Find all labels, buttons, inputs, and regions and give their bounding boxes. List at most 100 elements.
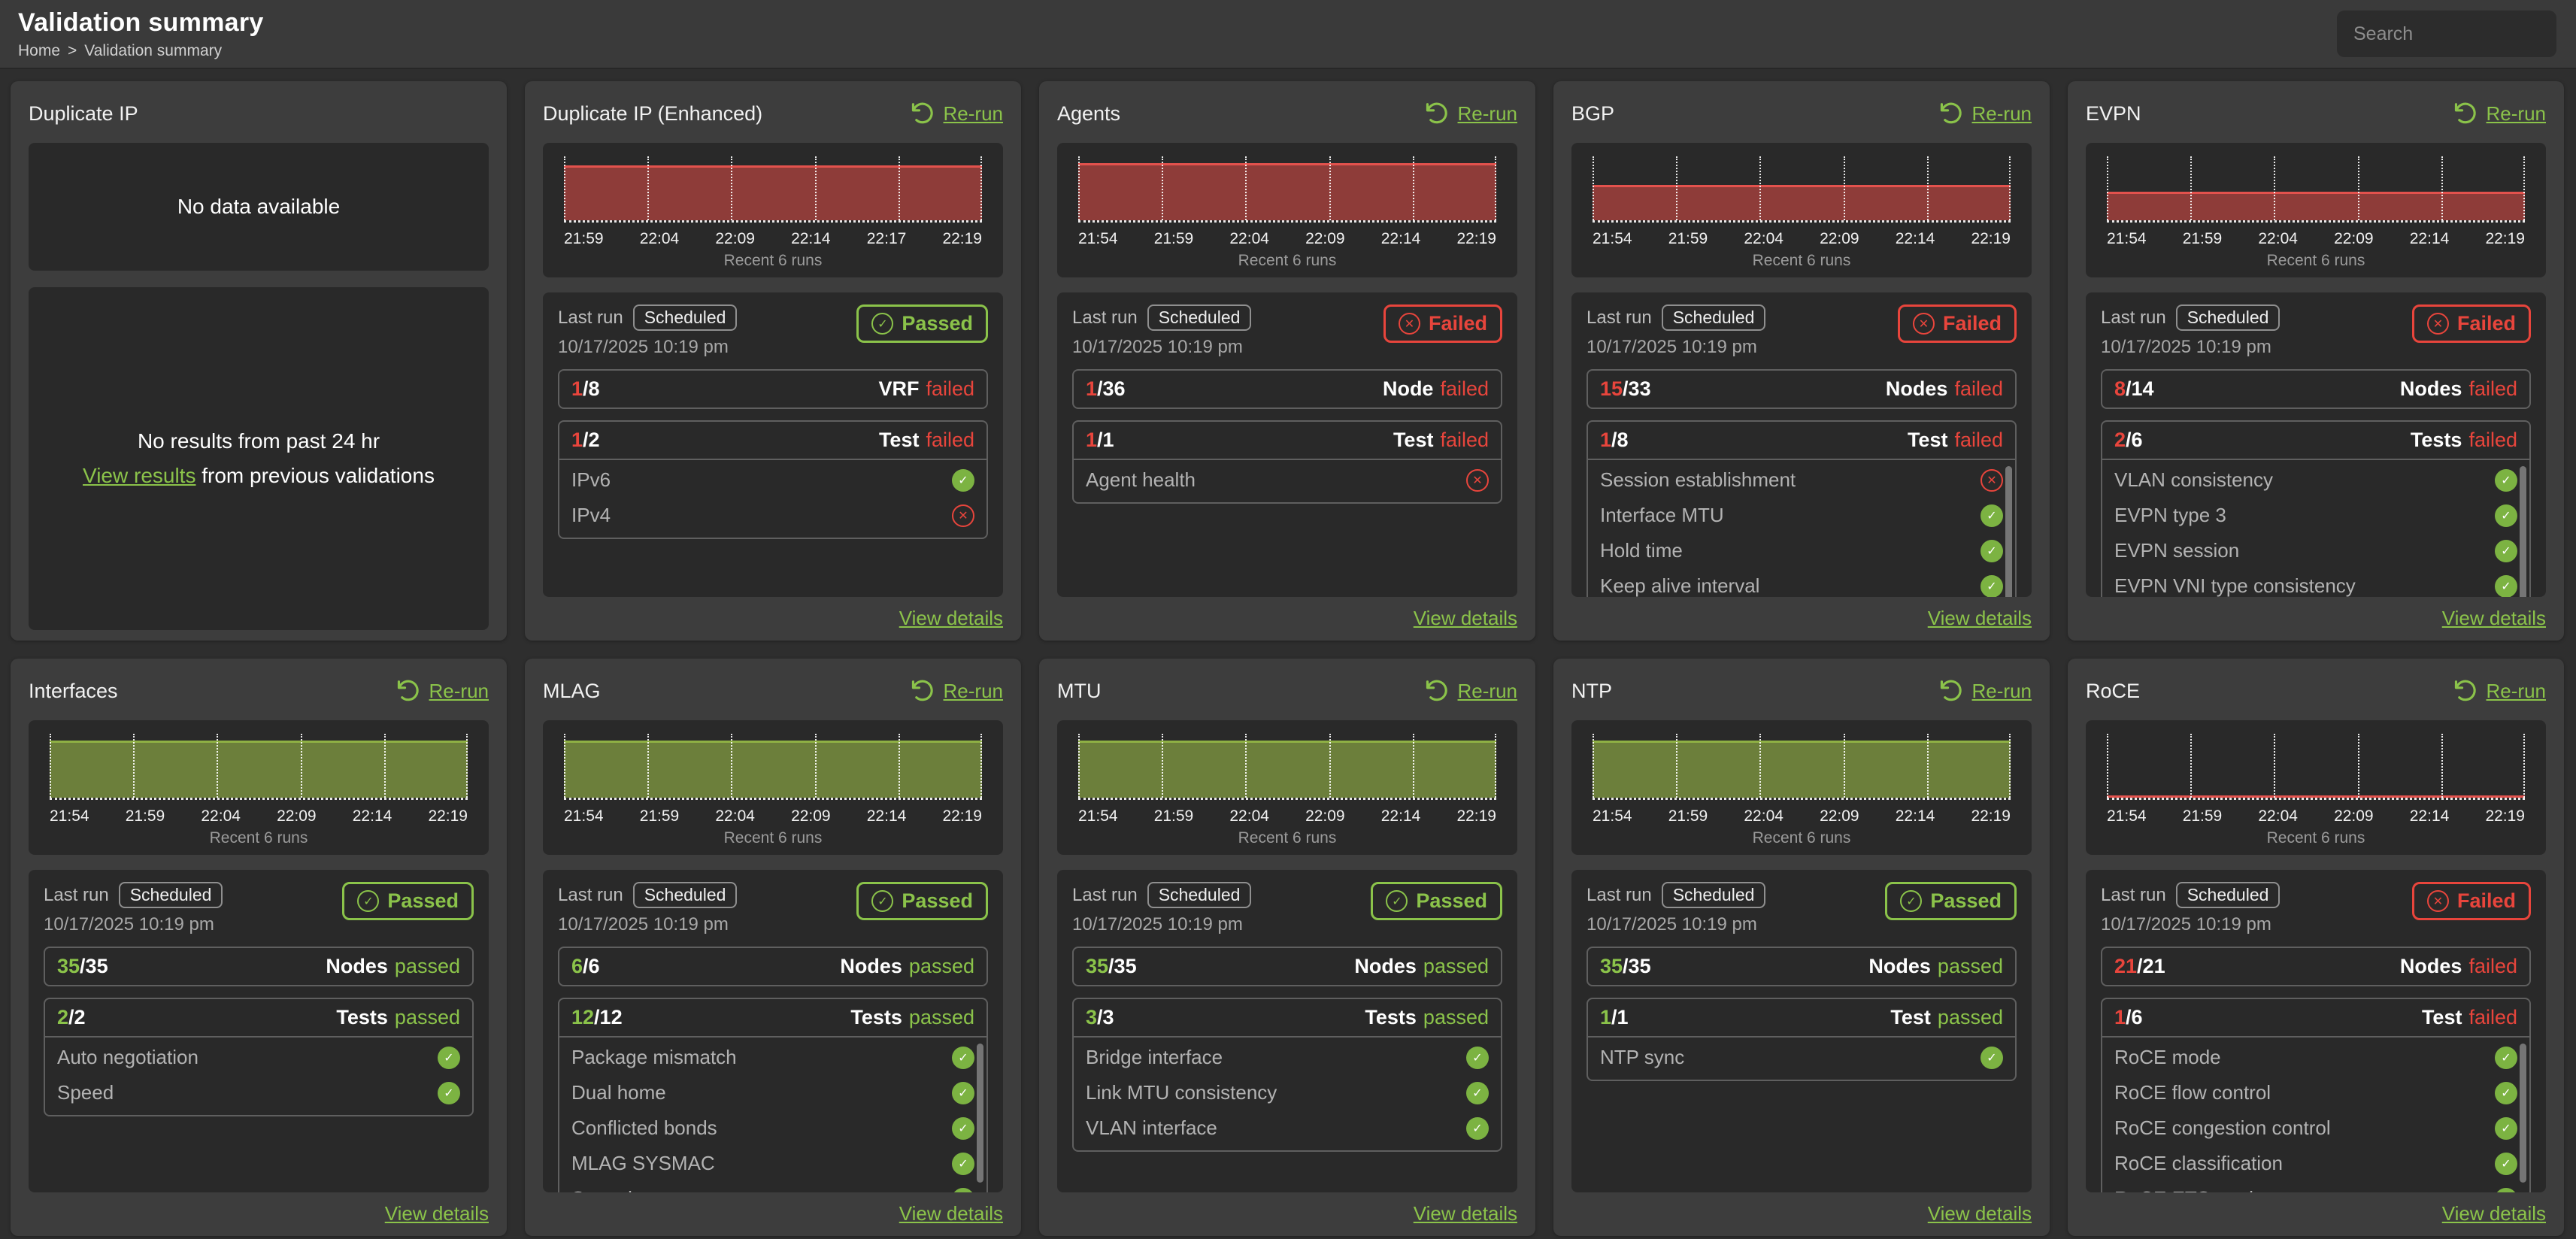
test-name: IPv6 bbox=[571, 468, 611, 492]
test-row: EVPN session bbox=[2114, 533, 2517, 568]
x-axis-ticks: 21:54 21:59 22:04 22:09 22:14 22:19 bbox=[2107, 230, 2525, 248]
tests-state: failed bbox=[1440, 429, 1489, 451]
check-icon bbox=[438, 1082, 460, 1104]
rerun-button[interactable]: Re-run bbox=[1937, 677, 2032, 704]
x-tick-label: 22:19 bbox=[1456, 230, 1496, 248]
breadcrumb-home[interactable]: Home bbox=[18, 42, 60, 60]
view-details-link[interactable]: View details bbox=[1414, 1202, 1517, 1225]
tests-state: failed bbox=[926, 429, 974, 451]
x-tick-label: 22:04 bbox=[715, 807, 755, 825]
x-tick-label: 21:54 bbox=[1078, 807, 1118, 825]
top-bar: Validation summary Home > Validation sum… bbox=[0, 0, 2576, 69]
test-name: NTP sync bbox=[1600, 1046, 1684, 1069]
x-tick-label: 22:09 bbox=[1305, 807, 1345, 825]
test-row: EVPN type 3 bbox=[2114, 498, 2517, 533]
search-input[interactable] bbox=[2337, 11, 2556, 57]
x-tick-label: 22:14 bbox=[1381, 807, 1421, 825]
status-text: Passed bbox=[387, 889, 459, 913]
rerun-label: Re-run bbox=[2487, 680, 2546, 703]
scrollbar-thumb[interactable] bbox=[2520, 1044, 2526, 1183]
view-details-link[interactable]: View details bbox=[2442, 607, 2546, 630]
scrollbar-thumb[interactable] bbox=[977, 1044, 983, 1183]
chart-area-band bbox=[1593, 185, 2011, 220]
tests-summary: 1/6 Testfailed RoCE mode RoCE flow contr… bbox=[2101, 998, 2531, 1192]
scrollbar-thumb[interactable] bbox=[2520, 466, 2526, 597]
x-tick-label: 21:59 bbox=[2183, 807, 2223, 825]
rerun-button[interactable]: Re-run bbox=[1423, 100, 1517, 127]
gridline bbox=[1413, 734, 1414, 798]
x-tick-label: 21:54 bbox=[2107, 230, 2147, 248]
card-title: MLAG bbox=[543, 680, 601, 703]
x-tick-label: 21:54 bbox=[564, 807, 604, 825]
x-tick-label: 22:14 bbox=[2410, 230, 2450, 248]
view-details-link[interactable]: View details bbox=[2442, 1202, 2546, 1225]
recent-runs-chart: 21:54 21:59 22:04 22:09 22:14 22:19 Rece… bbox=[2086, 720, 2546, 855]
nodes-count: 21 bbox=[2114, 955, 2137, 977]
gridline bbox=[2009, 156, 2011, 220]
card-title: Agents bbox=[1057, 102, 1120, 126]
chart-plot bbox=[2107, 734, 2525, 800]
view-details-link[interactable]: View details bbox=[1928, 607, 2032, 630]
nodes-summary-row: 1/8 VRFfailed bbox=[558, 369, 988, 409]
test-row: MLAG SYSMAC bbox=[571, 1146, 974, 1181]
nodes-summary-row: 8/14 Nodesfailed bbox=[2101, 369, 2531, 409]
gridline bbox=[647, 734, 649, 798]
gridline bbox=[1495, 156, 1496, 220]
view-details-link[interactable]: View details bbox=[1928, 1202, 2032, 1225]
view-details-link[interactable]: View details bbox=[385, 1202, 489, 1225]
rerun-button[interactable]: Re-run bbox=[908, 677, 1003, 704]
nodes-state: passed bbox=[1423, 955, 1489, 977]
rerun-button[interactable]: Re-run bbox=[1937, 100, 2032, 127]
x-tick-label: 21:54 bbox=[2107, 807, 2147, 825]
page-title: Validation summary bbox=[18, 8, 264, 38]
chart-area-band bbox=[50, 741, 468, 798]
chart-caption: Recent 6 runs bbox=[564, 829, 982, 847]
test-row: VLAN consistency bbox=[2114, 462, 2517, 498]
status-text: Passed bbox=[1416, 889, 1487, 913]
nodes-state: passed bbox=[1938, 955, 2003, 977]
scheduled-badge: Scheduled bbox=[2176, 882, 2281, 908]
rerun-button[interactable]: Re-run bbox=[1423, 677, 1517, 704]
test-row: Package mismatch bbox=[571, 1040, 974, 1075]
rerun-label: Re-run bbox=[944, 102, 1003, 126]
status-badge: Passed bbox=[1371, 882, 1502, 920]
test-list: Agent health bbox=[1074, 460, 1501, 502]
last-run-timestamp: 10/17/2025 10:19 pm bbox=[1587, 337, 1765, 358]
view-details-link[interactable]: View details bbox=[1414, 607, 1517, 630]
view-details-link[interactable]: View details bbox=[899, 607, 1003, 630]
nodes-state: failed bbox=[1440, 377, 1489, 400]
view-results-link[interactable]: View results bbox=[83, 464, 195, 487]
check-icon bbox=[1466, 1047, 1489, 1069]
gridline bbox=[1676, 734, 1677, 798]
recent-runs-chart: 21:54 21:59 22:04 22:09 22:14 22:19 Rece… bbox=[1571, 143, 2032, 277]
scrollbar-thumb[interactable] bbox=[2005, 466, 2012, 597]
rerun-button[interactable]: Re-run bbox=[2451, 100, 2546, 127]
nodes-summary-row: 35/35 Nodespassed bbox=[1587, 947, 2017, 986]
rerun-button[interactable]: Re-run bbox=[908, 100, 1003, 127]
x-tick-label: 22:09 bbox=[1820, 230, 1859, 248]
rerun-label: Re-run bbox=[1972, 680, 2032, 703]
chart-caption: Recent 6 runs bbox=[564, 252, 982, 270]
chart-area-band bbox=[564, 741, 982, 798]
x-tick-label: 22:04 bbox=[2258, 230, 2298, 248]
last-run-timestamp: 10/17/2025 10:19 pm bbox=[558, 337, 737, 358]
view-details-link[interactable]: View details bbox=[899, 1202, 1003, 1225]
test-name: Package mismatch bbox=[571, 1046, 737, 1069]
rerun-button[interactable]: Re-run bbox=[394, 677, 489, 704]
card-title: RoCE bbox=[2086, 680, 2140, 703]
rerun-label: Re-run bbox=[1458, 680, 1517, 703]
test-row: RoCE congestion control bbox=[2114, 1110, 2517, 1146]
status-icon bbox=[1900, 890, 1922, 912]
rerun-button[interactable]: Re-run bbox=[2451, 677, 2546, 704]
x-tick-label: 22:04 bbox=[2258, 807, 2298, 825]
test-row: Bridge interface bbox=[1086, 1040, 1489, 1075]
nodes-count: 35 bbox=[1600, 955, 1623, 977]
test-list: NTP sync bbox=[1588, 1038, 2015, 1080]
last-run-label: Last run bbox=[558, 885, 623, 906]
gridline bbox=[1329, 734, 1331, 798]
gridline bbox=[1162, 156, 1163, 220]
breadcrumb: Home > Validation summary bbox=[18, 42, 264, 60]
rerun-icon bbox=[1423, 100, 1450, 127]
tests-count: 1 bbox=[2114, 1006, 2126, 1028]
test-name: VLAN interface bbox=[1086, 1116, 1217, 1140]
